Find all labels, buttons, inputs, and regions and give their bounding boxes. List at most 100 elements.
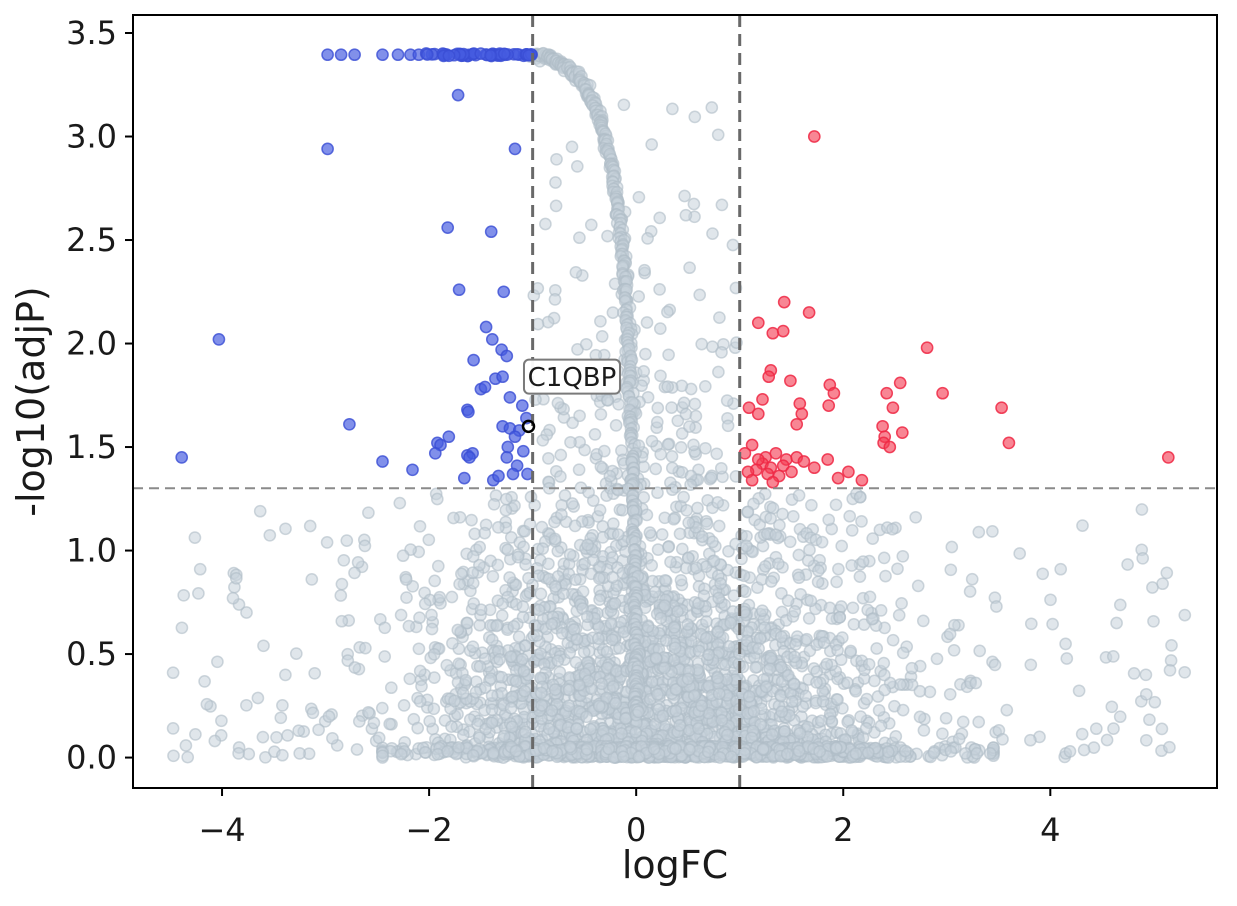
down-point: [484, 225, 498, 239]
ns-point: [572, 463, 586, 477]
ns-point: [573, 231, 586, 245]
ns-point: [714, 577, 727, 590]
up-point: [831, 471, 845, 485]
ns-point: [721, 728, 734, 742]
ns-point: [835, 631, 849, 644]
ns-point: [532, 569, 545, 583]
ns-point: [422, 533, 436, 547]
ns-point: [322, 710, 336, 723]
ns-point: [611, 528, 625, 541]
ns-point: [441, 745, 454, 758]
ns-point: [764, 651, 778, 665]
ns-point: [542, 722, 556, 736]
ns-point: [877, 656, 891, 670]
ns-point: [810, 665, 824, 678]
ns-point: [667, 653, 681, 667]
down-point: [428, 446, 442, 460]
ns-point: [430, 492, 444, 506]
ns-point: [448, 694, 461, 708]
ns-point: [608, 597, 622, 610]
ns-point: [803, 543, 816, 557]
ns-point: [485, 689, 499, 703]
ns-point: [1155, 722, 1169, 736]
ns-point: [895, 597, 908, 610]
ns-point: [606, 517, 620, 531]
ns-point: [695, 337, 709, 351]
ns-point: [1060, 652, 1074, 665]
ns-point: [1063, 745, 1077, 758]
down-point: [515, 399, 529, 412]
ns-point: [678, 189, 691, 203]
up-point: [795, 407, 809, 421]
ns-point: [637, 365, 651, 378]
down-point: [321, 48, 334, 62]
ns-point: [721, 419, 735, 433]
ns-point: [654, 369, 667, 383]
ns-point: [606, 680, 620, 693]
ns-point: [486, 570, 500, 583]
ns-point: [645, 138, 659, 151]
ns-point: [833, 610, 846, 624]
ns-point: [506, 690, 519, 704]
ns-point: [613, 641, 626, 655]
ns-point: [792, 744, 806, 758]
ns-point: [788, 650, 801, 664]
down-point: [175, 451, 189, 464]
ns-point: [253, 504, 267, 518]
ns-point: [834, 600, 848, 613]
ns-point: [881, 745, 895, 759]
ns-point: [639, 347, 652, 361]
ns-point: [794, 587, 807, 601]
ns-point: [859, 722, 873, 735]
ns-points-layer: [166, 46, 1192, 764]
ns-point: [810, 676, 823, 689]
ns-point: [612, 397, 625, 411]
ns-point: [594, 460, 608, 474]
ns-point: [656, 709, 670, 723]
ns-point: [641, 620, 655, 634]
ns-point: [362, 705, 375, 719]
ns-point: [509, 675, 523, 688]
ns-point: [263, 528, 277, 542]
ns-point: [166, 666, 180, 680]
down-point: [212, 333, 226, 346]
ns-point: [710, 447, 724, 461]
ns-point: [555, 627, 569, 640]
ns-point: [563, 646, 577, 660]
ns-point: [913, 710, 927, 724]
ns-point: [553, 665, 567, 679]
ns-point: [569, 573, 582, 587]
ns-point: [535, 520, 549, 534]
down-point: [376, 48, 389, 62]
ns-point: [725, 750, 738, 764]
ns-point: [792, 571, 806, 585]
ns-point: [595, 330, 609, 343]
ns-point: [474, 603, 488, 617]
ns-point: [645, 559, 659, 572]
ns-point: [849, 684, 863, 698]
ns-point: [667, 620, 681, 634]
ns-point: [640, 508, 654, 522]
ns-point: [874, 604, 888, 617]
ns-point: [756, 742, 770, 756]
ns-point: [535, 699, 549, 712]
ns-point: [536, 542, 550, 555]
ns-point: [665, 450, 679, 463]
ns-point: [661, 438, 675, 451]
ns-point: [711, 625, 725, 639]
ns-point: [501, 543, 515, 557]
ns-point: [565, 140, 579, 154]
ns-point: [1036, 567, 1050, 581]
ns-point: [412, 642, 426, 656]
ns-point: [592, 632, 605, 645]
ns-point: [816, 694, 830, 708]
ns-point: [415, 679, 428, 693]
ns-point: [188, 531, 202, 544]
up-point: [920, 341, 934, 355]
ns-point: [849, 747, 863, 760]
ns-point: [530, 629, 544, 642]
ns-point: [970, 747, 984, 760]
ns-point: [765, 728, 779, 741]
ns-point: [413, 519, 427, 533]
ns-point: [593, 503, 607, 517]
